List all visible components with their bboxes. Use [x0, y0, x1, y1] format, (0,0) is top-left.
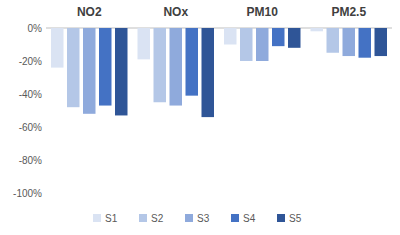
bar — [83, 28, 96, 114]
category-label: NO2 — [77, 5, 102, 19]
tick-label: 0% — [28, 23, 43, 34]
bar — [51, 28, 64, 68]
tick-mark — [43, 94, 46, 95]
bar — [170, 28, 183, 106]
bars — [51, 28, 387, 117]
legend-label: S3 — [197, 213, 210, 224]
bar — [343, 28, 356, 56]
tick-label: -40% — [19, 89, 42, 100]
legend-swatch — [139, 214, 147, 222]
bar — [256, 28, 269, 61]
bar — [186, 28, 199, 96]
bar — [138, 28, 151, 59]
tick-label: -100% — [13, 188, 42, 199]
tick-label: -60% — [19, 122, 42, 133]
bar — [202, 28, 215, 117]
legend-swatch — [185, 214, 193, 222]
tick-mark — [43, 61, 46, 62]
bar — [115, 28, 128, 115]
bar — [311, 28, 324, 31]
tick-mark — [43, 127, 46, 128]
legend-label: S1 — [105, 213, 118, 224]
category-label: PM10 — [247, 5, 279, 19]
tick-mark — [43, 193, 46, 194]
legend-swatch — [277, 214, 285, 222]
tick-label: -80% — [19, 155, 42, 166]
bar — [154, 28, 167, 102]
bar — [288, 28, 301, 48]
bar — [224, 28, 237, 45]
tick-mark — [43, 28, 46, 29]
bar — [375, 28, 388, 56]
legend-label: S5 — [289, 213, 302, 224]
bar — [327, 28, 340, 53]
legend-swatch — [231, 214, 239, 222]
tick-mark — [43, 160, 46, 161]
legend-label: S4 — [243, 213, 256, 224]
bar — [359, 28, 372, 58]
axis-line — [46, 28, 392, 29]
tick-label: -20% — [19, 56, 42, 67]
bar — [240, 28, 253, 61]
bar — [272, 28, 285, 46]
chart: -100% -80% -60% -40% -20% 0% NO2 NOx PM10 PM2.5 S1… — [0, 0, 400, 235]
bar — [67, 28, 80, 107]
category-label: NOx — [163, 5, 188, 19]
legend-swatch — [93, 214, 101, 222]
legend-label: S2 — [151, 213, 164, 224]
category-label: PM2.5 — [331, 5, 366, 19]
bar — [99, 28, 112, 106]
